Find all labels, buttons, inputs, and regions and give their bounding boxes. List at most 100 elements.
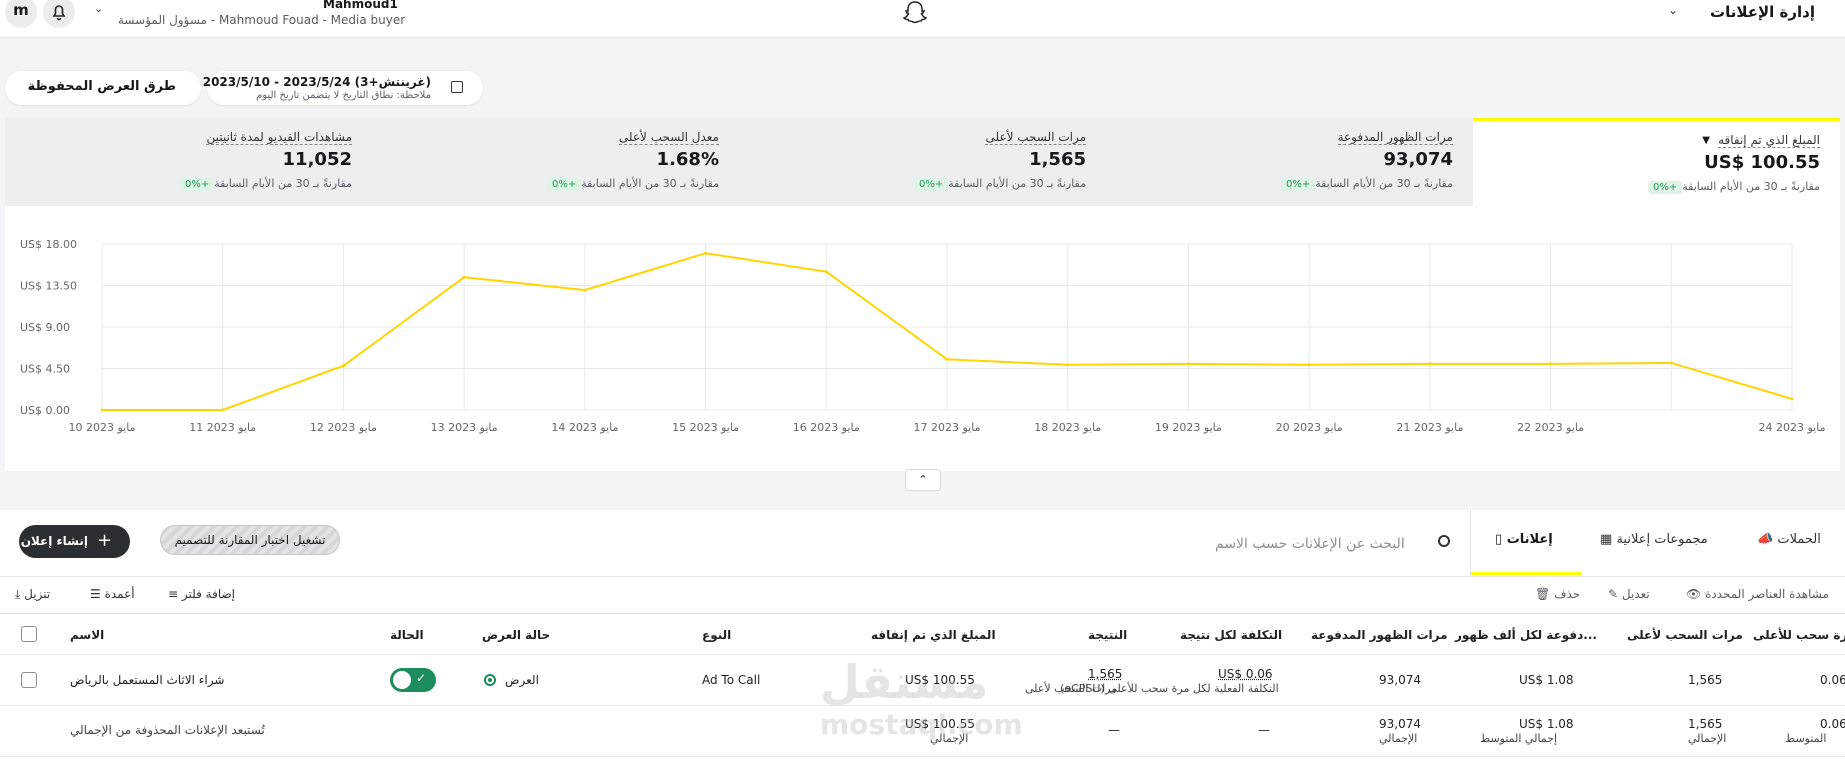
search-input[interactable]: البحث عن الإعلانات حسب الاسم (1215, 536, 1405, 552)
filter-icon: ≡ (168, 587, 178, 601)
x-tick-label: 12 مايو 2023 (310, 421, 377, 434)
ads-table-panel: + إنشاء إعلان تشغيل اختبار المقارنة للتص… (0, 510, 1845, 763)
app-title[interactable]: إدارة الإعلانات (1710, 3, 1815, 21)
swipes-value: 1,565 (1688, 673, 1722, 687)
result-value[interactable]: 1,565 (1088, 667, 1122, 681)
metric-comparison: مقارنةً بـ 30 من الأيام السابقة0%+ (541, 177, 719, 191)
columns-button[interactable]: أعمدة ☰ (90, 587, 135, 601)
tab-ads[interactable]: إعلانات ▯ (1495, 532, 1553, 547)
saved-views-label: طرق العرض المحفوظة (28, 79, 176, 94)
total-impressions-value: 93,074 (1379, 717, 1421, 731)
tab-campaigns[interactable]: الحملات 📣 (1757, 532, 1821, 547)
tab-label: الحملات (1777, 532, 1820, 547)
cost-per-result-value[interactable]: US$ 0.06 (1218, 667, 1273, 681)
impressions-value: 93,074 (1379, 673, 1421, 687)
data-point (101, 409, 104, 412)
chevron-up-icon: ⌃ (918, 473, 927, 486)
total-ecpm-subtitle: إجمالي المتوسط (1480, 732, 1557, 745)
x-tick-label: 19 مايو 2023 (1155, 421, 1222, 434)
row-checkbox[interactable] (21, 672, 37, 688)
comparison-text: مقارنةً بـ 30 من الأيام السابقة (948, 177, 1086, 190)
delete-label: حذف (1554, 587, 1580, 601)
app-menu-chevron-icon[interactable]: ⌄ (1668, 3, 1678, 17)
column-header-impressions[interactable]: مرات الظهور المدفوعة (1311, 628, 1448, 642)
avatar[interactable]: m (5, 0, 37, 28)
column-header-spend[interactable]: المبلغ الذي تم إنفاقه (871, 628, 996, 642)
metric-value: 11,052 (283, 149, 352, 170)
total-row-label: تُستبعد الإعلانات المحذوفة من الإجمالي (70, 723, 265, 737)
ad-name-link[interactable]: شراء الاثاث المستعمل بالرياض (70, 673, 224, 687)
download-label: تنزيل (24, 587, 50, 601)
column-header-cost-per-result[interactable]: التكلفة لكل نتيجة (1180, 628, 1282, 642)
column-header-type[interactable]: النوع (702, 628, 731, 642)
x-tick-label: 15 مايو 2023 (672, 421, 739, 434)
comparison-text: مقارنةً بـ 30 من الأيام السابقة (1682, 180, 1820, 193)
delivery-status: العرض (505, 673, 539, 687)
tab-ad-squads[interactable]: مجموعات إعلانية ▦ (1600, 532, 1708, 547)
divider (0, 756, 1845, 757)
x-tick-label: 22 مايو 2023 (1517, 421, 1584, 434)
data-point (342, 364, 345, 367)
metric-label: مرات الظهور المدفوعة (1338, 130, 1453, 145)
create-ad-button[interactable]: + إنشاء إعلان (19, 525, 130, 558)
edit-button[interactable]: تعديل ✎ (1608, 587, 1650, 601)
eye-icon: 👁 (1686, 587, 1701, 601)
notifications-button[interactable] (43, 0, 75, 28)
user-name[interactable]: Mahmoud1 (323, 0, 398, 11)
watermark-logo: مستقل (820, 655, 988, 709)
dropdown-caret-icon[interactable]: ▼ (1702, 135, 1710, 146)
metric-value: 1.68% (657, 149, 719, 170)
pencil-icon: ✎ (1608, 587, 1618, 601)
x-tick-label: 18 مايو 2023 (1034, 421, 1101, 434)
metric-tab-swipe-rate[interactable]: معدل السحب لأعلى 1.68% مقارنةً بـ 30 من … (372, 118, 739, 206)
metric-label: معدل السحب لأعلى (619, 130, 719, 145)
metric-tab-swipes[interactable]: مرات السحب لأعلى 1,565 مقارنةً بـ 30 من … (739, 118, 1106, 206)
edit-label: تعديل (1622, 587, 1650, 601)
ab-test-button[interactable]: تشغيل اختبار المقارنة للتصميم (160, 525, 340, 555)
view-selected-button[interactable]: مشاهدة العناصر المحددة 👁 (1686, 587, 1829, 601)
data-point (1549, 362, 1552, 365)
collapse-chart-button[interactable]: ⌃ (905, 469, 941, 491)
date-range-picker[interactable]: 2023/5/10 - 2023/5/24 (غرينتش+3) ملاحظة:… (207, 71, 483, 105)
total-cost-per-result-value: — (1258, 723, 1270, 737)
add-filter-button[interactable]: إضافة فلتر ≡ (168, 587, 235, 601)
column-header-cost-per-swipe[interactable]: لكل مرة سحب للأعلى (1753, 628, 1845, 642)
metric-label: المبلغ الذي تم إنفاقه (1718, 133, 1820, 148)
plus-icon: + (97, 530, 112, 551)
active-tab-indicator (1471, 572, 1581, 575)
snapchat-ghost-icon[interactable] (900, 0, 930, 26)
x-tick-label: 13 مايو 2023 (431, 421, 498, 434)
data-point (583, 289, 586, 292)
search-icon (1438, 535, 1450, 547)
data-point (825, 270, 828, 273)
add-filter-label: إضافة فلتر (182, 587, 235, 601)
total-impressions-subtitle: الإجمالي (1379, 732, 1417, 745)
x-tick-label: 10 مايو 2023 (69, 421, 136, 434)
total-cost-per-swipe-value: 0.06 (1820, 717, 1845, 731)
column-header-status[interactable]: الحالة (390, 628, 424, 642)
download-icon: ⤓ (15, 587, 20, 601)
column-header-delivery[interactable]: حالة العرض (482, 628, 550, 642)
metric-comparison: مقارنةً بـ 30 من الأيام السابقة0%+ (1275, 177, 1453, 191)
delete-button[interactable]: حذف 🗑 (1535, 587, 1580, 601)
y-tick-label: US$ 13.50 (20, 280, 77, 293)
user-menu-chevron-icon[interactable]: ⌄ (94, 2, 103, 15)
create-ad-label: إنشاء إعلان (21, 534, 88, 548)
user-role: مسؤول المؤسسة - Mahmoud Fouad - Media bu… (118, 13, 405, 27)
calendar-icon (451, 81, 463, 93)
comparison-text: مقارنةً بـ 30 من الأيام السابقة (1315, 177, 1453, 190)
select-all-checkbox[interactable] (21, 626, 37, 642)
total-swipes-value: 1,565 (1688, 717, 1722, 731)
download-button[interactable]: تنزيل ⤓ (15, 587, 50, 602)
column-header-ecpm[interactable]: ...دفوعة لكل ألف ظهور (1455, 628, 1597, 642)
saved-views-dropdown[interactable]: ⌄ طرق العرض المحفوظة (5, 71, 201, 105)
metric-tab-impressions[interactable]: مرات الظهور المدفوعة 93,074 مقارنةً بـ 3… (1106, 118, 1473, 206)
status-toggle[interactable]: ✓ (390, 668, 436, 692)
metric-tab-spend[interactable]: ▼ المبلغ الذي تم إنفاقه US$ 100.55 مقارن… (1473, 118, 1840, 206)
column-header-swipes[interactable]: مرات السحب لأعلى (1627, 628, 1743, 642)
column-header-result[interactable]: النتيجة (1088, 628, 1127, 642)
column-header-name[interactable]: الاسم (70, 628, 104, 642)
metric-tab-video-views[interactable]: مشاهدات الفيديو لمدة ثانيتين 11,052 مقار… (5, 118, 372, 206)
date-range-text: 2023/5/10 - 2023/5/24 (غرينتش+3) (203, 75, 431, 89)
check-icon: ✓ (416, 671, 426, 685)
